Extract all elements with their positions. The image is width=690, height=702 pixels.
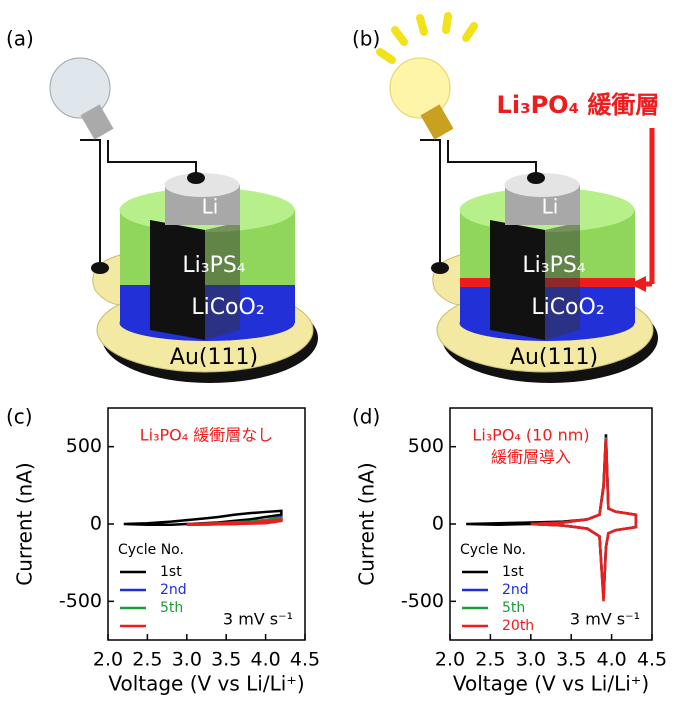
cutout-face: [545, 222, 580, 340]
legend-label: 20th: [502, 618, 534, 634]
li-top: [504, 173, 580, 197]
y-tick-label: 500: [66, 435, 102, 457]
panel-label: (d): [352, 405, 380, 429]
layer-label: Li₃PS₄: [182, 253, 245, 278]
x-tick-label: 2.0: [93, 649, 123, 671]
x-tick-label: 4.5: [637, 649, 667, 671]
li-top: [164, 173, 240, 197]
y-tick-label: 500: [408, 435, 444, 457]
x-tick-label: 2.5: [475, 649, 505, 671]
layer-label: Li: [542, 195, 559, 219]
cutout: [490, 220, 545, 340]
legend-label: 5th: [160, 600, 183, 616]
bulb-base: [80, 104, 114, 140]
cv-curve: [530, 438, 638, 602]
wire: [107, 140, 197, 178]
legend-label: 2nd: [502, 582, 529, 598]
terminal: [91, 262, 109, 274]
bulb-base: [420, 104, 454, 140]
battery-diagram: Li Li₃PS₄ LiCoO₂ Au(111): [389, 57, 658, 383]
y-tick-label: 0: [90, 513, 102, 535]
y-axis-label: Current (nA): [355, 462, 379, 585]
legend-label: 1st: [502, 564, 524, 580]
legend-label: 1st: [160, 564, 182, 580]
legend-title: Cycle No.: [118, 542, 184, 558]
x-tick-label: 3.0: [172, 649, 202, 671]
layer-label: Au(111): [510, 345, 598, 370]
battery-diagram: Li Li₃PS₄ LiCoO₂ Au(111): [49, 57, 318, 383]
light-rays: [376, 12, 478, 64]
wire: [420, 139, 441, 268]
panel-label: (a): [6, 27, 34, 51]
x-tick-label: 4.0: [596, 649, 626, 671]
y-tick-label: -500: [59, 590, 102, 612]
cv-curve: [186, 517, 283, 527]
annotation: 3 mV s⁻¹: [223, 610, 293, 629]
chart-title: Li₃PO₄ (10 nm): [472, 426, 589, 445]
annotation: 3 mV s⁻¹: [570, 610, 640, 629]
x-tick-label: 2.0: [435, 649, 465, 671]
legend-label: 2nd: [160, 582, 187, 598]
terminal: [431, 262, 449, 274]
x-axis-label: Voltage (V vs Li/Li⁺): [108, 672, 304, 696]
bulb: [389, 57, 451, 119]
layer-label: LiCoO₂: [191, 295, 264, 320]
wire: [447, 140, 537, 178]
x-tick-label: 4.0: [250, 649, 280, 671]
cutout-face: [205, 222, 240, 340]
x-tick-label: 3.0: [516, 649, 546, 671]
panel-label: (c): [6, 405, 33, 429]
chart-title: Li₃PO₄ 緩衝層なし: [140, 426, 274, 445]
y-tick-label: 0: [432, 513, 444, 535]
terminal: [187, 172, 205, 184]
annotation: Li₃PO₄ 緩衝層: [497, 91, 660, 119]
x-axis-label: Voltage (V vs Li/Li⁺): [453, 672, 649, 696]
x-tick-label: 4.5: [290, 649, 320, 671]
y-tick-label: -500: [401, 590, 444, 612]
panel-label: (b): [352, 27, 380, 51]
x-tick-label: 2.5: [132, 649, 162, 671]
cutout: [150, 220, 205, 340]
layer-label: Li₃PS₄: [522, 253, 585, 278]
legend-title: Cycle No.: [460, 542, 526, 558]
arrow: [630, 128, 655, 292]
legend-label: 5th: [502, 600, 525, 616]
layer-label: LiCoO₂: [531, 295, 604, 320]
x-tick-label: 3.5: [556, 649, 586, 671]
wire: [80, 139, 101, 268]
bulb: [49, 57, 111, 119]
y-axis-label: Current (nA): [13, 462, 37, 585]
chart-subtitle: 緩衝層導入: [491, 448, 571, 467]
layer-label: Li: [202, 195, 219, 219]
layer-label: Au(111): [170, 345, 258, 370]
x-tick-label: 3.5: [211, 649, 241, 671]
terminal: [527, 172, 545, 184]
